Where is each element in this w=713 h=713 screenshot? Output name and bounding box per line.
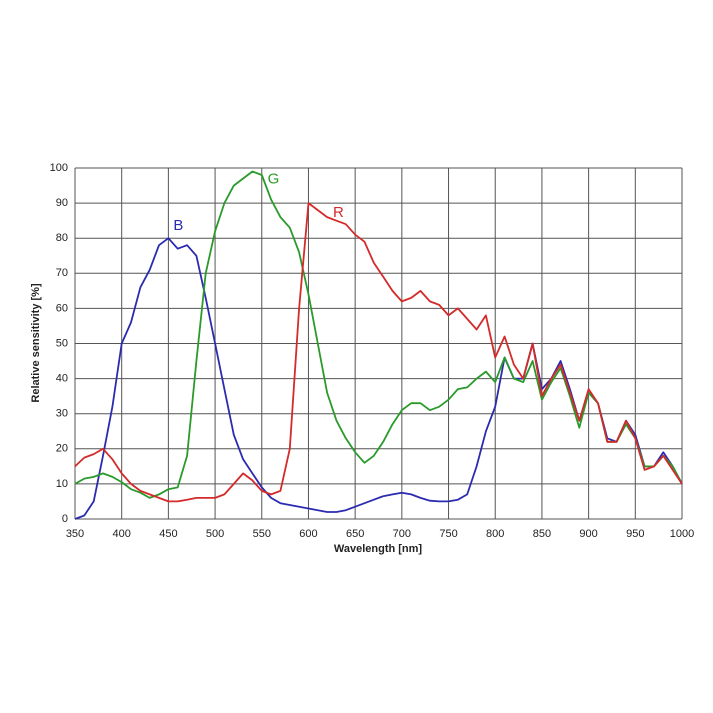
x-axis-title: Wavelength [nm] — [334, 543, 423, 555]
x-tick-label: 850 — [533, 528, 551, 540]
x-tick-label: 950 — [626, 528, 644, 540]
y-tick-label: 50 — [56, 337, 68, 349]
y-tick-label: 10 — [56, 478, 68, 490]
y-tick-label: 20 — [56, 443, 68, 455]
y-tick-label: 80 — [56, 232, 68, 244]
x-tick-label: 400 — [113, 528, 131, 540]
x-tick-label: 350 — [66, 528, 84, 540]
x-tick-label: 600 — [299, 528, 317, 540]
x-tick-label: 500 — [206, 528, 224, 540]
y-tick-label: 30 — [56, 408, 68, 420]
series-label: B — [173, 217, 183, 234]
y-tick-label: 40 — [56, 373, 68, 385]
series-line — [74, 202, 683, 503]
series-label: G — [268, 170, 280, 187]
x-tick-label: 450 — [159, 528, 177, 540]
x-tick-label: 750 — [439, 528, 457, 540]
x-tick-label: 550 — [253, 528, 271, 540]
y-axis-title: Relative sensitivity [%] — [30, 283, 42, 403]
y-tick-label: 0 — [62, 513, 68, 525]
y-tick-label: 60 — [56, 302, 68, 314]
y-tick-label: 100 — [50, 162, 68, 174]
x-tick-label: 650 — [346, 528, 364, 540]
x-tick-label: 1000 — [670, 528, 694, 540]
x-tick-label: 800 — [486, 528, 504, 540]
series-label: R — [333, 204, 344, 221]
series-line — [74, 170, 683, 499]
y-tick-label: 90 — [56, 197, 68, 209]
x-tick-label: 700 — [393, 528, 411, 540]
x-tick-label: 900 — [579, 528, 597, 540]
y-tick-label: 70 — [56, 267, 68, 279]
